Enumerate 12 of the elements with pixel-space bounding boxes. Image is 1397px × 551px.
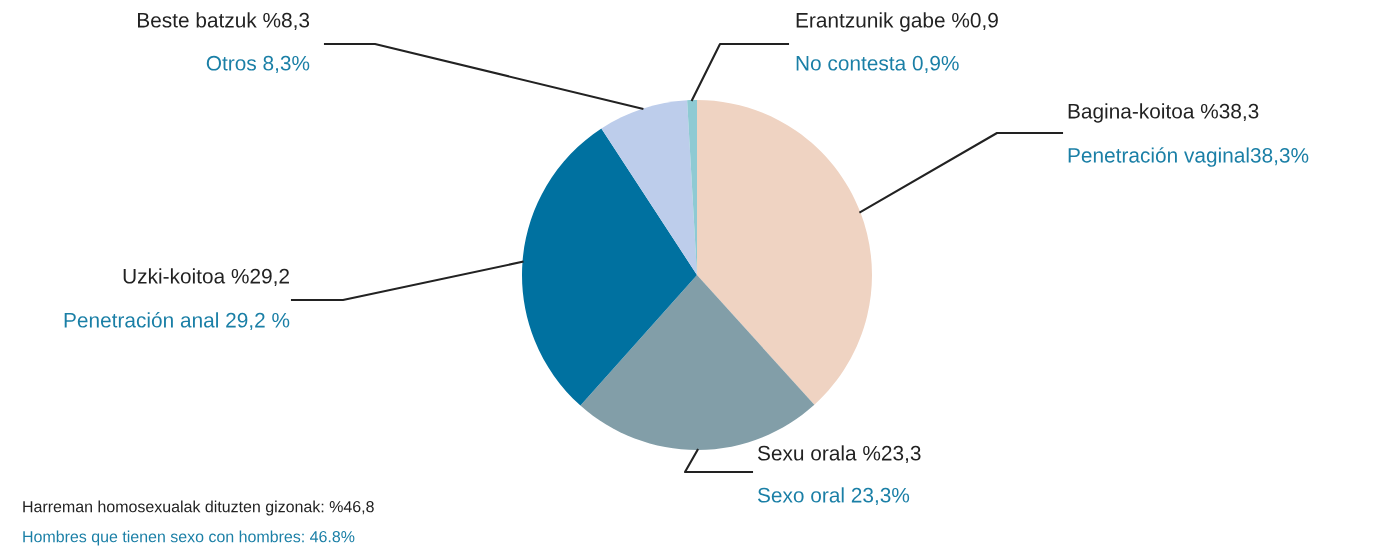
slice-label: Erantzunik gabe %0,9 (796, 12, 998, 32)
text: Hombres que tienen sexo con hombres: 46.8% (23, 530, 355, 546)
slice-label: Bagina-koitoa %38,3 (1068, 103, 1259, 123)
data-label: No contesta 0,9% (796, 55, 959, 74)
data-label: Penetración vaginal38,3% (1068, 147, 1309, 167)
data-label: Sexo oral 23,3% (757, 487, 910, 506)
data-label: Otros 8,3% (206, 55, 310, 74)
slice-label: Beste batzuk %8,3 (138, 12, 310, 31)
slice-label: Uzki-koitoa %29,2 (123, 268, 289, 287)
slice-label: Sexu orala %23,3 (757, 445, 921, 464)
data-label: Penetración anal 29,2 % (64, 312, 290, 331)
text: Harreman homosexualak dituzten gizonak: %46,8 (23, 500, 374, 516)
